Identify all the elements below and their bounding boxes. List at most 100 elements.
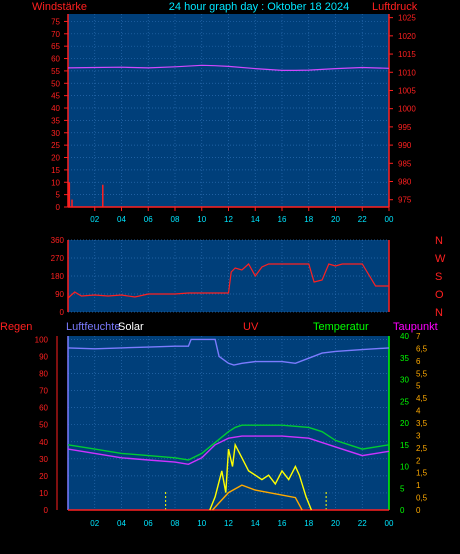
tick-uv: 4,5 bbox=[416, 394, 428, 403]
tick-uv: 4 bbox=[416, 407, 421, 416]
tick-uv: 1,5 bbox=[416, 469, 428, 478]
tick-windstaerke: 0 bbox=[56, 203, 61, 212]
tick-regen: 10 bbox=[39, 489, 48, 498]
compass-label: W bbox=[435, 253, 446, 265]
tick-windstaerke: 45 bbox=[51, 92, 60, 101]
tick-temperatur: 0 bbox=[400, 506, 405, 515]
chart-title: 24 hour graph day : Oktober 18 2024 bbox=[169, 1, 349, 13]
wind-direction-line bbox=[67, 263, 389, 299]
tick-hour: 04 bbox=[117, 519, 126, 528]
tick-temperatur: 35 bbox=[400, 354, 409, 363]
tick-windstaerke: 60 bbox=[51, 55, 60, 64]
luftfeuchte-line bbox=[67, 338, 390, 366]
tick-temperatur: 30 bbox=[400, 376, 409, 385]
tick-hour: 16 bbox=[278, 215, 287, 224]
tick-windstaerke: 70 bbox=[51, 30, 60, 39]
tick-hour: 02 bbox=[90, 215, 99, 224]
tick-hour: 22 bbox=[358, 519, 367, 528]
tick-regen: 60 bbox=[39, 404, 48, 413]
tick-uv: 3 bbox=[416, 431, 421, 440]
tick-luftdruck: 1025 bbox=[398, 14, 416, 23]
tick-regen: 40 bbox=[39, 438, 48, 447]
tick-direction: 360 bbox=[51, 236, 65, 245]
tick-temperatur: 5 bbox=[400, 484, 405, 493]
compass-label: N bbox=[435, 235, 443, 247]
tick-windstaerke: 35 bbox=[51, 116, 60, 125]
tick-hour: 08 bbox=[171, 519, 180, 528]
luftdruck-label: Luftdruck bbox=[372, 1, 418, 13]
tick-regen: 70 bbox=[39, 387, 48, 396]
tick-hour: 10 bbox=[197, 215, 206, 224]
tick-luftdruck: 980 bbox=[398, 178, 412, 187]
tick-hour: 00 bbox=[385, 215, 394, 224]
tick-windstaerke: 30 bbox=[51, 129, 60, 138]
tick-regen: 30 bbox=[39, 455, 48, 464]
tick-luftdruck: 1010 bbox=[398, 68, 416, 77]
tick-hour: 10 bbox=[197, 519, 206, 528]
compass-label: N bbox=[435, 307, 443, 319]
tick-hour: 20 bbox=[331, 519, 340, 528]
tick-windstaerke: 5 bbox=[56, 191, 61, 200]
legend-regen: Regen bbox=[0, 321, 32, 333]
tick-windstaerke: 15 bbox=[51, 166, 60, 175]
tick-windstaerke: 25 bbox=[51, 141, 60, 150]
tick-temperatur: 40 bbox=[400, 332, 409, 341]
tick-hour: 06 bbox=[144, 215, 153, 224]
legend-luftfeuchte: Luftfeuchte bbox=[66, 321, 120, 333]
tick-direction: 90 bbox=[55, 290, 64, 299]
tick-hour: 04 bbox=[117, 215, 126, 224]
tick-temperatur: 10 bbox=[400, 463, 409, 472]
tick-uv: 1 bbox=[416, 481, 421, 490]
tick-regen: 100 bbox=[35, 335, 49, 344]
tick-windstaerke: 75 bbox=[51, 17, 60, 26]
tick-uv: 0 bbox=[416, 506, 421, 515]
tick-hour: 18 bbox=[304, 519, 313, 528]
windstaerke-label: Windstärke bbox=[32, 1, 87, 13]
tick-luftdruck: 975 bbox=[398, 196, 412, 205]
uv-line bbox=[211, 484, 303, 511]
tick-regen: 90 bbox=[39, 352, 48, 361]
legend-uv: UV bbox=[243, 321, 259, 333]
compass-label: S bbox=[435, 271, 442, 283]
tick-uv: 3,5 bbox=[416, 419, 428, 428]
tick-luftdruck: 1015 bbox=[398, 50, 416, 59]
tick-uv: 6,5 bbox=[416, 344, 428, 353]
tick-direction: 180 bbox=[51, 272, 65, 281]
tick-uv: 5,5 bbox=[416, 369, 428, 378]
tick-hour: 20 bbox=[331, 215, 340, 224]
tick-hour: 08 bbox=[171, 215, 180, 224]
compass-label: O bbox=[435, 289, 444, 301]
tick-hour: 14 bbox=[251, 215, 260, 224]
tick-luftdruck: 1020 bbox=[398, 32, 416, 41]
tick-hour: 06 bbox=[144, 519, 153, 528]
tick-temperatur: 20 bbox=[400, 419, 409, 428]
tick-uv: 5 bbox=[416, 382, 421, 391]
tick-windstaerke: 40 bbox=[51, 104, 60, 113]
tick-windstaerke: 10 bbox=[51, 178, 60, 187]
tick-hour: 16 bbox=[278, 519, 287, 528]
tick-uv: 2,5 bbox=[416, 444, 428, 453]
taupunkt-line bbox=[67, 435, 390, 466]
tick-uv: 6 bbox=[416, 357, 421, 366]
tick-luftdruck: 995 bbox=[398, 123, 412, 132]
tick-direction: 0 bbox=[60, 308, 65, 317]
tick-uv: 7 bbox=[416, 332, 421, 341]
tick-luftdruck: 1005 bbox=[398, 86, 416, 95]
legend-taupunkt: Taupunkt bbox=[393, 321, 438, 333]
tick-hour: 00 bbox=[385, 519, 394, 528]
tick-uv: 0,5 bbox=[416, 494, 428, 503]
tick-regen: 20 bbox=[39, 472, 48, 481]
tick-windstaerke: 20 bbox=[51, 154, 60, 163]
tick-hour: 14 bbox=[251, 519, 260, 528]
tick-regen: 50 bbox=[39, 421, 48, 430]
temperatur-line bbox=[67, 424, 390, 461]
tick-temperatur: 25 bbox=[400, 397, 409, 406]
tick-regen: 80 bbox=[39, 370, 48, 379]
tick-temperatur: 15 bbox=[400, 441, 409, 450]
tick-hour: 22 bbox=[358, 215, 367, 224]
tick-hour: 12 bbox=[224, 519, 233, 528]
solar-line bbox=[209, 442, 313, 511]
tick-windstaerke: 55 bbox=[51, 67, 60, 76]
tick-hour: 12 bbox=[224, 215, 233, 224]
